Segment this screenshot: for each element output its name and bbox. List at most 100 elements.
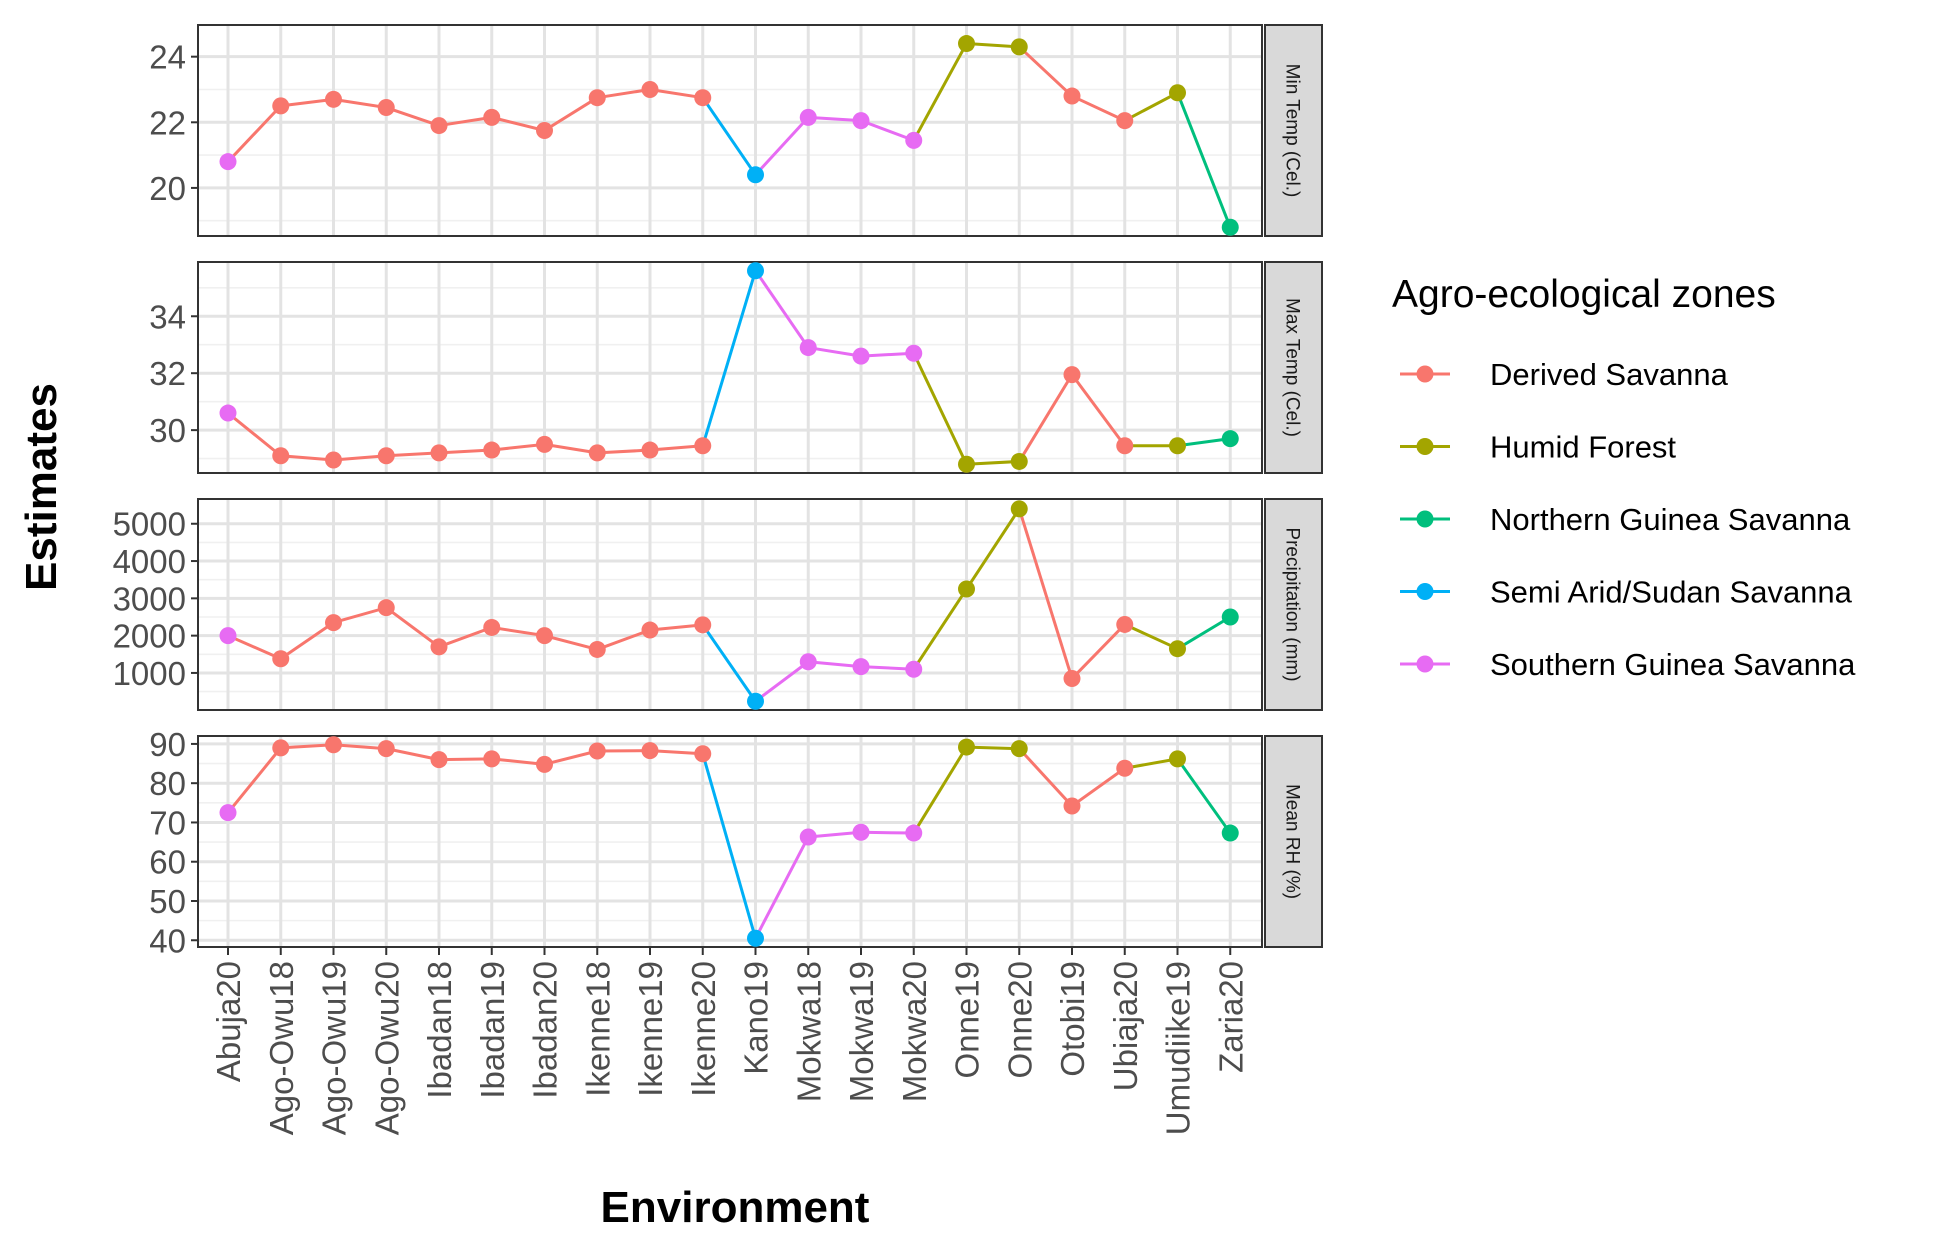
- data-point: [1116, 615, 1134, 633]
- x-tick-label: Ibadan18: [421, 961, 458, 1099]
- series-segment: [808, 115, 862, 123]
- data-point: [219, 404, 237, 422]
- data-point: [747, 166, 764, 184]
- panels-layer: 20 22 24 Min Temp (Cel.) 30 32 34 Max Temp (Cel…: [113, 24, 1323, 959]
- panel-background: [198, 499, 1262, 710]
- y-tick-label: 22: [149, 104, 186, 141]
- y-tick-label: 50: [149, 883, 186, 920]
- data-point: [958, 738, 975, 756]
- legend-key-point: [1416, 583, 1434, 600]
- data-point: [1221, 608, 1239, 626]
- series-segment: [597, 448, 651, 455]
- data-point: [799, 653, 817, 671]
- legend-label: Southern Guinea Savanna: [1490, 647, 1856, 682]
- data-point: [799, 339, 817, 357]
- x-tick-label: Ago-Owu18: [263, 961, 300, 1135]
- y-tick-label: 70: [149, 804, 186, 841]
- data-point: [641, 80, 659, 98]
- panel-1: 20 22 24 Min Temp (Cel.): [149, 24, 1323, 237]
- data-point: [1116, 112, 1134, 130]
- data-point: [852, 658, 870, 676]
- series-segment: [912, 352, 968, 465]
- x-tick-label: Mokwa20: [896, 961, 933, 1102]
- series-segment: [491, 115, 545, 132]
- data-point: [1116, 437, 1134, 455]
- legend-key-point: [1416, 365, 1434, 383]
- series-segment: [226, 104, 282, 163]
- series-segment: [912, 42, 968, 142]
- panel-background: [198, 262, 1262, 473]
- legend-label: Semi Arid/Sudan Savanna: [1490, 575, 1853, 610]
- series-segment: [754, 116, 810, 176]
- legend-label: Northern Guinea Savanna: [1490, 502, 1851, 537]
- legend-key-point: [1416, 510, 1434, 528]
- series-segment: [226, 746, 282, 814]
- series-segment: [966, 459, 1020, 466]
- x-tick-label: Ibadan20: [527, 961, 564, 1099]
- series-segment: [280, 454, 334, 462]
- series-segment: [279, 621, 335, 661]
- series-segment: [649, 444, 703, 452]
- data-point: [747, 262, 764, 280]
- series-segment: [1017, 373, 1074, 463]
- x-tick-label: Zaria20: [1212, 961, 1249, 1073]
- series-segment: [701, 270, 757, 447]
- x-tick-label: Mokwa18: [790, 961, 827, 1102]
- series-segment: [1017, 508, 1074, 679]
- y-tick-label: 1000: [113, 655, 186, 692]
- data-point: [1169, 437, 1186, 455]
- panel-border: [197, 498, 1263, 711]
- series-segment: [333, 454, 387, 462]
- legend-title: Agro-ecological zones: [1392, 273, 1776, 316]
- y-tick-label: 34: [149, 298, 186, 335]
- series-segment: [227, 634, 282, 661]
- data-point: [430, 444, 448, 462]
- data-point: [1169, 640, 1186, 658]
- y-tick-label: 20: [149, 170, 186, 207]
- facet-strip-label: Min Temp (Cel.): [1282, 64, 1303, 198]
- data-point: [272, 447, 290, 465]
- data-point: [588, 89, 606, 107]
- x-tick-label: Onne19: [949, 961, 986, 1078]
- series-segment: [1176, 757, 1232, 834]
- series-segment: [701, 96, 757, 176]
- x-axis: Abuja20 Ago-Owu18 Ago-Owu19 Ago-Owu20 Ibadan…: [210, 947, 1249, 1135]
- series-segment: [1177, 437, 1231, 448]
- data-point: [377, 599, 395, 617]
- data-point: [1010, 500, 1028, 518]
- series-segment: [754, 660, 810, 703]
- legend-item: Southern Guinea Savanna: [1400, 647, 1856, 682]
- series-segment: [808, 346, 862, 358]
- data-point: [483, 441, 501, 459]
- x-tick-label: Mokwa19: [843, 961, 880, 1102]
- series-segment: [544, 634, 598, 651]
- data-point: [747, 929, 764, 947]
- data-point: [483, 618, 501, 636]
- data-point: [325, 451, 342, 469]
- data-point: [536, 755, 553, 773]
- x-tick-label: Ago-Owu19: [316, 961, 353, 1135]
- facet-strip: [1264, 261, 1323, 474]
- facet-strip-label: Mean RH (%): [1282, 784, 1303, 899]
- data-point: [588, 444, 606, 462]
- series-segment: [385, 606, 440, 649]
- data-point: [588, 640, 606, 658]
- series-segment: [860, 351, 914, 358]
- y-tick-label: 3000: [113, 580, 186, 617]
- series-segment: [808, 660, 862, 669]
- series-segment: [438, 626, 493, 649]
- x-tick-label: Ibadan19: [474, 961, 511, 1099]
- data-point: [852, 347, 870, 365]
- y-tick-label: 2000: [113, 618, 186, 655]
- series-segment: [280, 97, 334, 108]
- series-segment: [1070, 623, 1126, 680]
- data-point: [905, 131, 923, 149]
- legend-label: Derived Savanna: [1490, 357, 1729, 392]
- data-point: [694, 89, 712, 107]
- data-point: [272, 739, 290, 757]
- series-segment: [1124, 91, 1179, 122]
- data-point: [1063, 366, 1081, 384]
- series-segment: [597, 88, 651, 100]
- series-segment: [438, 757, 492, 762]
